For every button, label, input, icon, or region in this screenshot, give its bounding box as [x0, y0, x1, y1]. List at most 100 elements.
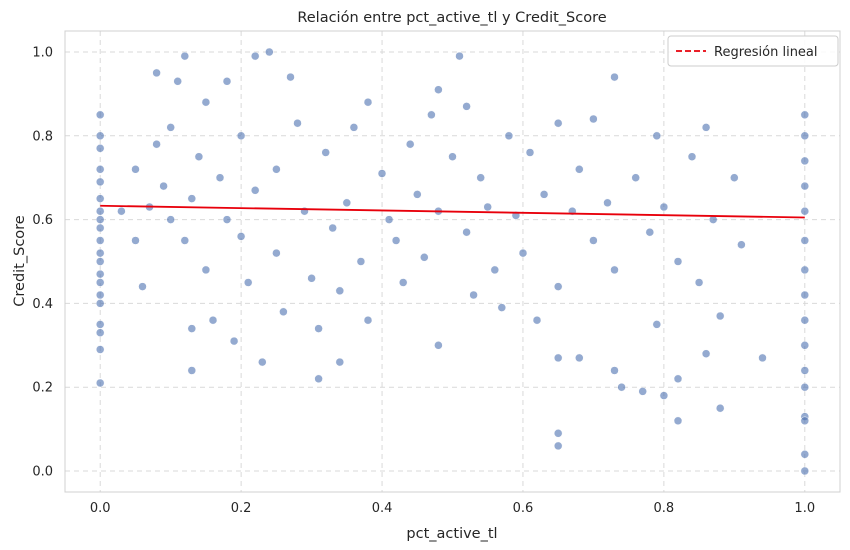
data-point [272, 165, 281, 174]
data-point [413, 190, 422, 199]
data-point [173, 77, 182, 86]
data-point [258, 357, 267, 367]
data-point [758, 353, 767, 363]
data-point [349, 123, 359, 132]
x-tick-label: 0.4 [372, 501, 393, 516]
data-point [715, 403, 725, 413]
data-point [293, 118, 302, 128]
data-point [638, 387, 647, 396]
legend-box [667, 35, 839, 67]
data-point [95, 328, 105, 337]
data-point [215, 173, 225, 182]
data-point [95, 278, 105, 287]
y-axis-label: Credit_Score [12, 215, 28, 307]
data-point [187, 324, 197, 333]
data-point [166, 215, 175, 224]
data-point [532, 315, 542, 325]
data-point [800, 206, 810, 216]
data-point [152, 139, 161, 149]
data-point [95, 144, 105, 153]
y-tick-label: 0.0 [32, 465, 53, 480]
y-tick-label: 1.0 [32, 45, 53, 60]
data-point [95, 206, 105, 216]
data-point [737, 240, 746, 249]
data-point [95, 236, 105, 245]
data-point [236, 232, 246, 241]
data-point [659, 202, 669, 212]
data-point [455, 51, 464, 61]
data-point [800, 110, 810, 120]
grid-lines [65, 31, 840, 492]
data-point [243, 278, 253, 287]
data-point [180, 51, 190, 61]
data-point [652, 320, 662, 329]
data-point [462, 102, 471, 111]
data-point [469, 290, 478, 300]
data-point [272, 248, 281, 258]
data-point [800, 366, 810, 375]
data-point [575, 353, 584, 363]
data-point [95, 345, 105, 354]
x-axis-label: pct_active_tl [406, 526, 497, 542]
data-point [427, 110, 436, 120]
data-point [321, 148, 330, 157]
data-point [117, 206, 126, 216]
plot-frame [64, 30, 841, 493]
data-point [800, 382, 810, 392]
data-point [673, 416, 683, 426]
chart-title: Relación entre pct_active_tl y Credit_Sc… [297, 10, 606, 26]
data-point [800, 341, 810, 350]
data-point [250, 186, 260, 195]
y-tick-label: 0.2 [32, 381, 53, 396]
data-point [265, 47, 274, 57]
data-point [553, 429, 563, 438]
data-point [800, 416, 810, 426]
data-point [610, 366, 619, 375]
data-point [222, 215, 232, 224]
data-point [159, 181, 168, 191]
data-point [659, 391, 669, 400]
data-point [314, 374, 323, 384]
data-point [553, 282, 563, 291]
data-point [673, 257, 683, 266]
data-point [363, 97, 373, 107]
data-point [95, 177, 105, 187]
data-point [356, 257, 366, 266]
data-point [95, 257, 105, 266]
regression-line-group [100, 204, 805, 219]
data-point [222, 77, 232, 86]
data-point [194, 152, 204, 161]
data-point [95, 223, 105, 233]
data-point [589, 114, 598, 124]
data-point [701, 349, 711, 358]
data-point [335, 286, 345, 296]
data-point [800, 265, 810, 275]
data-point [694, 278, 704, 287]
data-point [589, 236, 598, 245]
data-point [95, 290, 105, 300]
data-point [800, 131, 810, 141]
data-point [800, 156, 810, 166]
regression-line [100, 204, 805, 219]
data-point [398, 278, 408, 287]
data-point [131, 165, 140, 174]
data-point [187, 366, 197, 375]
data-point [715, 311, 725, 321]
data-point [166, 123, 175, 132]
data-point [800, 466, 810, 476]
data-point [448, 152, 457, 161]
data-point [539, 190, 549, 199]
data-point [730, 173, 739, 182]
data-point [525, 148, 535, 157]
data-point [131, 236, 140, 245]
data-point [229, 336, 239, 346]
data-point [631, 173, 640, 182]
data-point [95, 194, 105, 203]
data-point [504, 131, 514, 141]
data-point [314, 324, 323, 333]
data-point [687, 152, 697, 161]
data-point [95, 320, 105, 329]
data-point [95, 110, 105, 120]
data-point [518, 248, 528, 258]
